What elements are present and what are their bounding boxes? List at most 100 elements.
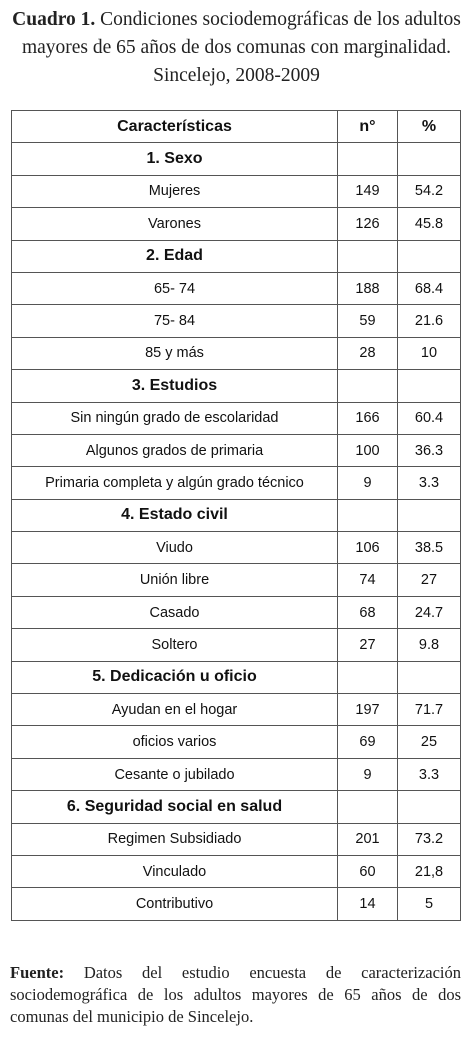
footnote-label: Fuente: [10, 963, 65, 982]
section-title: 6. Seguridad social en salud [11, 790, 338, 824]
cell: 126 [337, 207, 398, 241]
table-body: 1. Sexo Mujeres 149 54.2 Varones 126 45.8 2. Ed… [11, 142, 461, 921]
section-title: 4. Estado civil [11, 498, 338, 533]
cell: 21,8 [397, 854, 461, 889]
cell: 166 [337, 401, 398, 435]
table: Características n°% 1. Sexo Mujeres 149 54.2… [11, 109, 461, 921]
header-cell: Características [11, 109, 338, 144]
data-row: Unión libre 74 27 [11, 563, 461, 597]
cell: 197 [337, 693, 398, 727]
cell: 28 [337, 336, 398, 371]
cell: 201 [337, 822, 398, 856]
section-row: 1. Sexo [11, 142, 461, 176]
cell: 60 [337, 854, 398, 889]
data-row: 75- 84 59 21.6 [11, 304, 461, 338]
caption-label: Cuadro 1. [12, 9, 96, 30]
empty-cell [397, 369, 461, 403]
cell: 65- 74 [11, 271, 338, 306]
section-title: 3. Estudios [11, 369, 338, 403]
cell: Vinculado [11, 854, 338, 889]
data-row: Sin ningún grado de escolaridad 166 60.4 [11, 401, 461, 435]
section-title: 2. Edad [11, 239, 338, 273]
cell: 75- 84 [11, 304, 338, 338]
cell: Sin ningún grado de escolaridad [11, 401, 338, 435]
footnote: Fuente: Datos del estudio encuesta de ca… [10, 962, 461, 1028]
cell: 21.6 [397, 304, 461, 338]
section-title: 1. Sexo [11, 142, 338, 176]
cell: 188 [337, 271, 398, 306]
cell: Viudo [11, 531, 338, 565]
empty-cell [397, 660, 461, 695]
section-row: 5. Dedicación u oficio [11, 660, 461, 695]
section-row: 3. Estudios [11, 369, 461, 403]
data-row: Primaria completa y algún grado técnico 9… [11, 466, 461, 500]
header-row: Características n°% [11, 109, 461, 144]
empty-cell [397, 142, 461, 176]
data-row: Contributivo 14 5 [11, 887, 461, 921]
data-row: Cesante o jubilado 9 3.3 [11, 757, 461, 792]
cell: 14 [337, 887, 398, 921]
cell: Regimen Subsidiado [11, 822, 338, 856]
cell: 71.7 [397, 693, 461, 727]
empty-cell [337, 369, 398, 403]
cell: 149 [337, 174, 398, 209]
data-row: Vinculado 60 21,8 [11, 854, 461, 889]
cell: 74 [337, 563, 398, 597]
empty-cell [397, 239, 461, 273]
data-row: Soltero 27 9.8 [11, 628, 461, 662]
empty-cell [337, 660, 398, 695]
cell: 59 [337, 304, 398, 338]
cell: 68 [337, 595, 398, 630]
cell: 24.7 [397, 595, 461, 630]
section-row: 2. Edad [11, 239, 461, 273]
cell: 60.4 [397, 401, 461, 435]
cell: Casado [11, 595, 338, 630]
data-row: Mujeres 149 54.2 [11, 174, 461, 209]
cell: 9.8 [397, 628, 461, 662]
data-row: Regimen Subsidiado 201 73.2 [11, 822, 461, 856]
cell: Varones [11, 207, 338, 241]
cell: 73.2 [397, 822, 461, 856]
cell: Primaria completa y algún grado técnico [11, 466, 338, 500]
cell: 54.2 [397, 174, 461, 209]
empty-cell [397, 790, 461, 824]
data-row: Casado 68 24.7 [11, 595, 461, 630]
cell: 3.3 [397, 466, 461, 500]
footnote-text: Datos del estudio encuesta de caracteriz… [10, 963, 461, 1026]
cell: 10 [397, 336, 461, 371]
data-row: Algunos grados de primaria 100 36.3 [11, 433, 461, 468]
data-row: 85 y más 28 10 [11, 336, 461, 371]
data-row: Ayudan en el hogar 197 71.7 [11, 693, 461, 727]
data-row: Varones 126 45.8 [11, 207, 461, 241]
cell: Soltero [11, 628, 338, 662]
header-cell: % [397, 109, 461, 144]
empty-cell [397, 498, 461, 533]
cell: 27 [397, 563, 461, 597]
cell: 69 [337, 725, 398, 759]
header-cell: n° [337, 109, 398, 144]
cell: 9 [337, 757, 398, 792]
cell: oficios varios [11, 725, 338, 759]
cell: Cesante o jubilado [11, 757, 338, 792]
cell: Mujeres [11, 174, 338, 209]
cell: Contributivo [11, 887, 338, 921]
cell: 85 y más [11, 336, 338, 371]
empty-cell [337, 790, 398, 824]
section-row: 6. Seguridad social en salud [11, 790, 461, 824]
cell: 45.8 [397, 207, 461, 241]
caption: Cuadro 1. Condiciones sociodemográficas … [8, 6, 465, 90]
cell: 100 [337, 433, 398, 468]
cell: 68.4 [397, 271, 461, 306]
cell: 25 [397, 725, 461, 759]
cell: Ayudan en el hogar [11, 693, 338, 727]
data-row: Viudo 106 38.5 [11, 531, 461, 565]
section-title: 5. Dedicación u oficio [11, 660, 338, 695]
data-row: oficios varios 69 25 [11, 725, 461, 759]
caption-text: Condiciones sociodemográficas de los adu… [21, 9, 461, 86]
section-row: 4. Estado civil [11, 498, 461, 533]
empty-cell [337, 142, 398, 176]
cell: 27 [337, 628, 398, 662]
empty-cell [337, 498, 398, 533]
cell: Unión libre [11, 563, 338, 597]
